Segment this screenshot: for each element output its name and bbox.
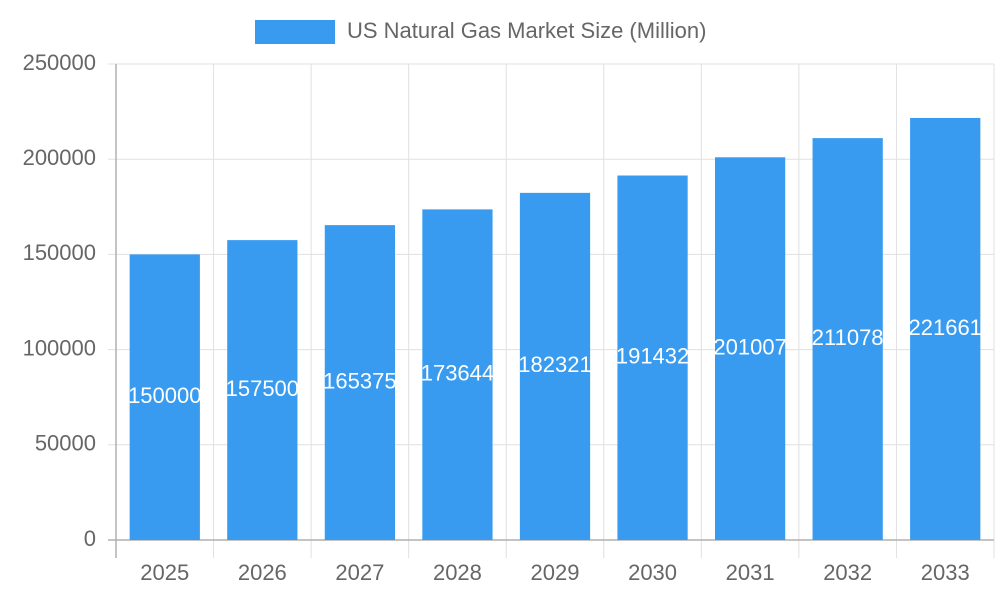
y-tick-label: 100000: [23, 335, 96, 360]
x-tick-label: 2025: [140, 560, 189, 585]
x-tick-label: 2031: [726, 560, 775, 585]
bar: [227, 240, 298, 540]
x-tick-label: 2027: [335, 560, 384, 585]
x-tick-label: 2030: [628, 560, 677, 585]
bar: [910, 117, 981, 540]
y-tick-label: 50000: [35, 431, 96, 456]
bar: [422, 209, 493, 540]
legend: US Natural Gas Market Size (Million): [255, 18, 706, 44]
bar: [812, 138, 883, 540]
y-tick-label: 200000: [23, 145, 96, 170]
bar: [519, 192, 591, 540]
bar: [324, 225, 396, 540]
x-tick-label: 2032: [823, 560, 872, 585]
bar: [714, 157, 786, 541]
data-label: 165375: [323, 368, 396, 393]
x-tick-label: 2028: [433, 560, 482, 585]
bar: [129, 254, 200, 540]
x-tick-label: 2029: [531, 560, 580, 585]
data-label: 211078: [812, 325, 884, 350]
data-label: 150000: [128, 383, 201, 408]
bar: [617, 175, 688, 540]
x-tick-label: 2026: [238, 560, 287, 585]
y-tick-label: 150000: [23, 240, 96, 265]
legend-swatch: [255, 20, 335, 44]
legend-label: US Natural Gas Market Size (Million): [347, 18, 706, 43]
data-label: 182321: [518, 352, 591, 377]
y-tick-label: 0: [84, 526, 96, 551]
data-label: 173644: [421, 361, 494, 386]
data-label: 191432: [616, 344, 689, 369]
data-label: 201007: [713, 334, 786, 359]
data-label: 157500: [226, 376, 299, 401]
data-label: 221661: [909, 315, 982, 340]
y-tick-label: 250000: [23, 50, 96, 75]
x-tick-label: 2033: [921, 560, 970, 585]
